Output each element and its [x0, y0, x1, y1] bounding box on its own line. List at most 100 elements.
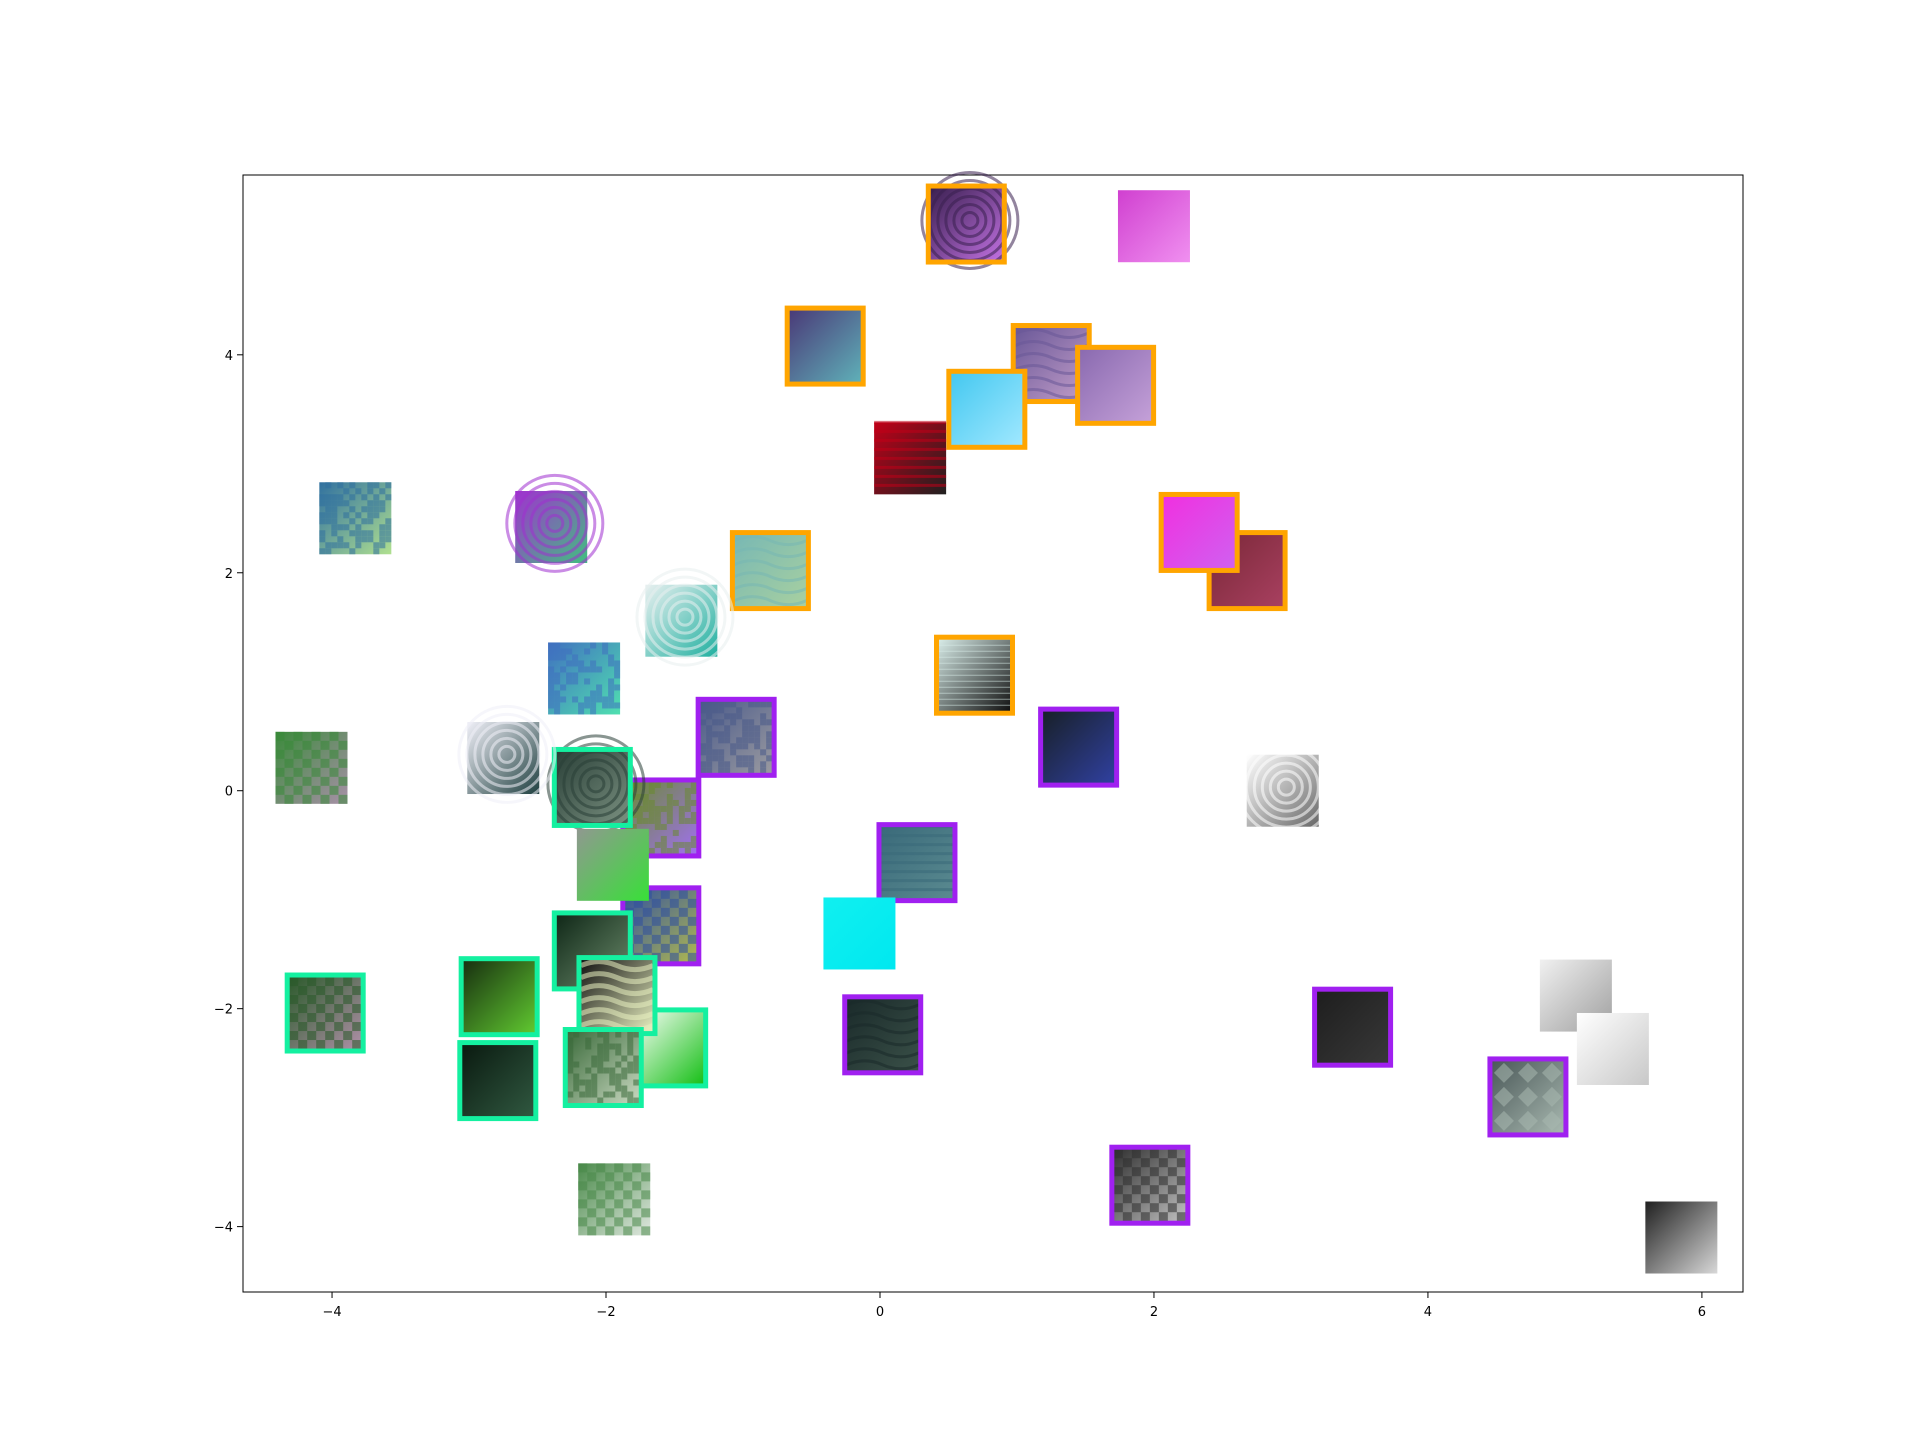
thumbnail-image: [1117, 190, 1190, 263]
thumbnail-point: [458, 956, 540, 1038]
thumbnail-point: [1236, 737, 1336, 837]
thumbnail-border-purple: [1487, 1056, 1569, 1138]
thumbnail-image: [463, 960, 536, 1033]
thumbnail-image: [1163, 496, 1236, 569]
thumbnail-image: [1316, 991, 1389, 1064]
x-tick-label: 0: [876, 1305, 884, 1320]
thumbnail-image: [846, 998, 919, 1071]
thumbnail-pattern: [1493, 1062, 1562, 1131]
thumbnail-point: [505, 473, 605, 573]
thumbnail-border-orange: [925, 183, 1007, 265]
thumbnail-point: [546, 734, 646, 834]
thumbnail-point: [562, 1027, 644, 1109]
thumbnail-pattern: [579, 959, 654, 1033]
thumbnail-border-green: [457, 1040, 539, 1122]
thumbnail-image: [823, 897, 896, 970]
thumbnail-pattern: [635, 567, 735, 667]
x-tick-label: −4: [322, 1305, 341, 1320]
thumbnail-border-green: [551, 746, 633, 828]
thumbnail-point: [823, 897, 896, 970]
x-tick-label: 6: [1698, 1305, 1706, 1320]
thumbnail-border-orange: [1158, 491, 1240, 573]
thumbnail-point: [1117, 190, 1190, 263]
thumbnail-point: [319, 482, 392, 555]
y-tick-label: 2: [225, 567, 233, 582]
thumbnail-point: [1109, 1144, 1191, 1226]
thumbnail-border-purple: [1312, 986, 1394, 1068]
thumbnail-pattern: [548, 642, 621, 715]
thumbnail-point: [576, 828, 649, 901]
y-tick-label: −2: [214, 1003, 233, 1018]
thumbnail-point: [275, 731, 348, 804]
thumbnail-point: [920, 170, 1020, 270]
y-tick-label: 4: [225, 349, 233, 364]
thumbnail-pattern: [289, 977, 362, 1050]
x-tick-label: 2: [1150, 1305, 1158, 1320]
thumbnail-border-purple: [695, 696, 777, 778]
thumbnail-border-green: [284, 972, 366, 1054]
thumbnail-image: [950, 373, 1023, 446]
thumbnail-point: [1576, 1012, 1649, 1085]
thumbnail-pattern: [938, 638, 1011, 706]
thumbnail-point: [576, 955, 658, 1037]
thumbnail-border-green: [562, 1027, 644, 1109]
thumbnail-points: [275, 170, 1718, 1274]
axes-frame: [242, 174, 1744, 1293]
thumbnail-point: [457, 704, 557, 804]
thumbnail-point: [876, 822, 958, 904]
thumbnail-border-orange: [934, 634, 1016, 716]
thumbnail-pattern: [505, 473, 605, 573]
thumbnail-pattern: [578, 1163, 651, 1236]
thumbnail-pattern: [846, 999, 920, 1071]
thumbnail-image: [1042, 711, 1115, 784]
thumbnail-border-orange: [784, 305, 866, 387]
thumbnail-point: [284, 972, 366, 1054]
thumbnail-border-orange: [946, 368, 1028, 450]
thumbnail-image: [576, 828, 649, 901]
y-tick-label: −4: [214, 1221, 233, 1236]
thumbnail-border-purple: [842, 994, 924, 1076]
thumbnail-point: [635, 567, 735, 667]
thumbnail-pattern: [319, 482, 392, 555]
thumbnail-border-orange: [729, 530, 811, 612]
thumbnail-point: [1487, 1056, 1569, 1138]
thumbnail-image: [461, 1044, 534, 1117]
thumbnail-image: [1645, 1201, 1718, 1274]
y-tick-label: 0: [225, 785, 233, 800]
x-tick-label: 4: [1424, 1305, 1432, 1320]
plot-axes: −4 −2 0 2 4 6 −4 −2 0 2 4: [214, 174, 1744, 1320]
thumbnail-image: [789, 310, 862, 383]
thumbnail-point: [1038, 706, 1120, 788]
thumbnail-pattern: [874, 420, 947, 487]
thumbnail-image: [734, 534, 807, 607]
thumbnail-point: [695, 696, 777, 778]
thumbnail-point: [1312, 986, 1394, 1068]
thumbnail-point: [842, 994, 924, 1076]
thumbnail-point: [934, 634, 1016, 716]
thumbnail-border-green: [458, 956, 540, 1038]
thumbnail-image: [1079, 349, 1152, 422]
thumbnail-point: [578, 1163, 651, 1236]
thumbnail-pattern: [700, 701, 773, 774]
x-tick-label: −2: [596, 1305, 615, 1320]
thumbnail-point: [1645, 1201, 1718, 1274]
thumbnail-border-purple: [876, 822, 958, 904]
thumbnail-pattern: [275, 731, 348, 804]
thumbnail-point: [946, 368, 1028, 450]
thumbnail-point: [729, 530, 811, 612]
thumbnail-image: [1576, 1012, 1649, 1085]
thumbnail-point: [1075, 344, 1157, 426]
thumbnail-pattern: [1113, 1149, 1186, 1222]
thumbnail-border-purple: [1109, 1144, 1191, 1226]
thumbnail-border-purple: [1038, 706, 1120, 788]
thumbnail-pattern: [457, 704, 557, 804]
thumbnail-border-orange: [1075, 344, 1157, 426]
thumbnail-point: [874, 420, 947, 495]
thumbnail-point: [784, 305, 866, 387]
thumbnail-point: [548, 642, 621, 715]
thumbnail-pattern: [567, 1031, 640, 1104]
thumbnail-pattern: [733, 535, 808, 607]
thumbnail-point: [1158, 491, 1240, 573]
thumbnail-pattern: [1236, 737, 1336, 837]
